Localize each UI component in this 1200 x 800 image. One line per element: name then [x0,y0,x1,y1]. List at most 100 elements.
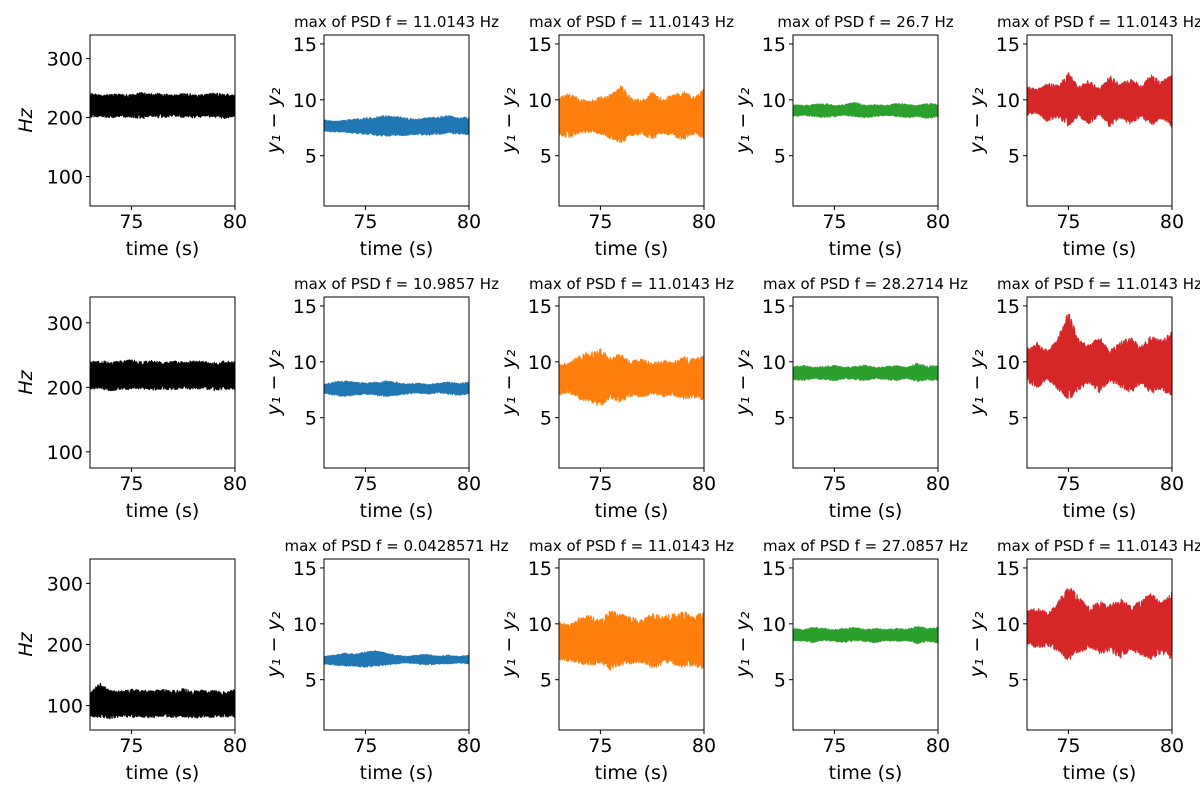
y-tick-label: 5 [774,670,786,692]
series-band [324,380,469,397]
plot-area [324,115,469,137]
subplot-title: max of PSD f = 11.0143 Hz [997,537,1200,555]
plot-area [793,626,938,644]
plot-area [324,380,469,397]
y-tick-label: 200 [47,108,83,130]
axes-frame [323,34,470,207]
subplot-title: max of PSD f = 11.0143 Hz [529,275,734,293]
subplot-r1-c4: 75 80 5 10 15 time (s) y₁ − y₂ max of PSD f = 1… [966,275,1200,522]
axes-frame [89,34,236,207]
plot-area [559,85,704,143]
x-tick-label: 80 [1160,473,1184,495]
y-tick-label: 10 [293,614,317,636]
subplot-r2-c2: 75 80 5 10 15 time (s) y₁ − y₂ max of PSD f = 1… [498,537,734,784]
series-band [793,626,938,644]
y-tick-label: 100 [47,696,83,718]
x-axis-label: time (s) [1063,500,1137,522]
y-tick-label: 5 [774,408,786,430]
y-tick-label: 15 [293,296,317,318]
series-band [1027,587,1172,660]
subplot-r2-c0: 75 80 100 200 300 time (s) Hz [15,558,247,784]
plot-area [1027,72,1172,129]
axes-frame [558,296,705,469]
axes-frame [558,34,705,207]
x-tick-label: 80 [926,473,950,495]
x-axis-label: time (s) [126,762,200,784]
series-band [1027,72,1172,129]
plot-area [1027,587,1172,660]
subplot-title: max of PSD f = 10.9857 Hz [294,275,499,293]
x-tick-label: 80 [692,473,716,495]
x-tick-label: 75 [822,211,846,233]
x-tick-label: 80 [1160,735,1184,757]
y-tick-label: 5 [774,146,786,168]
x-tick-label: 75 [1056,211,1080,233]
y-tick-label: 15 [528,34,552,56]
plot-area [559,348,704,406]
y-tick-label: 15 [762,34,786,56]
series-band [559,610,704,671]
y-tick-label: 15 [293,34,317,56]
y-tick-label: 300 [47,49,83,71]
y-tick-label: 10 [528,614,552,636]
x-tick-label: 75 [353,735,377,757]
axes-frame [792,558,939,731]
y-tick-label: 300 [47,313,83,335]
y-axis-label: y₁ − y₂ [966,349,988,416]
y-tick-label: 5 [1008,670,1020,692]
x-tick-label: 80 [457,473,481,495]
x-tick-label: 75 [822,473,846,495]
x-tick-label: 80 [926,735,950,757]
y-axis-label: y₁ − y₂ [263,349,285,416]
plot-area [793,362,938,383]
y-axis-label: y₁ − y₂ [732,611,754,678]
x-tick-label: 80 [223,735,247,757]
y-tick-label: 10 [996,352,1020,374]
plot-area [90,682,235,720]
y-axis-label: y₁ − y₂ [498,87,520,154]
y-tick-label: 5 [1008,408,1020,430]
y-tick-label: 10 [528,90,552,112]
x-tick-label: 75 [353,473,377,495]
axes-frame [558,558,705,731]
subplot-title: max of PSD f = 11.0143 Hz [997,275,1200,293]
x-axis-label: time (s) [360,500,434,522]
subplot-title: max of PSD f = 26.7 Hz [777,13,953,31]
series-band [90,91,235,120]
x-axis-label: time (s) [595,762,669,784]
subplot-title: max of PSD f = 0.0428571 Hz [285,537,509,555]
y-tick-label: 100 [47,167,83,189]
x-tick-label: 75 [588,473,612,495]
x-tick-label: 75 [588,211,612,233]
subplot-title: max of PSD f = 11.0143 Hz [529,13,734,31]
y-tick-label: 15 [762,296,786,318]
x-tick-label: 80 [223,473,247,495]
axes-frame [1026,296,1173,469]
x-axis-label: time (s) [829,500,903,522]
y-axis-label: y₁ − y₂ [732,87,754,154]
y-tick-label: 10 [762,90,786,112]
x-tick-label: 75 [822,735,846,757]
x-axis-label: time (s) [126,238,200,260]
y-axis-label: y₁ − y₂ [263,87,285,154]
subplot-title: max of PSD f = 11.0143 Hz [529,537,734,555]
x-tick-label: 75 [119,211,143,233]
subplot-title: max of PSD f = 11.0143 Hz [294,13,499,31]
x-tick-label: 75 [353,211,377,233]
subplot-r2-c3: 75 80 5 10 15 time (s) y₁ − y₂ max of PSD f = 2… [732,537,968,784]
subplot-r1-c0: 75 80 100 200 300 time (s) Hz [15,296,247,522]
x-tick-label: 75 [1056,735,1080,757]
axes-frame [1026,34,1173,207]
y-axis-label: y₁ − y₂ [263,611,285,678]
x-tick-label: 80 [692,735,716,757]
subplot-r0-c1: 75 80 5 10 15 time (s) y₁ − y₂ max of PSD f = 1… [263,13,499,260]
axes-frame [89,296,236,469]
x-axis-label: time (s) [829,238,903,260]
plot-area [1027,313,1172,399]
y-tick-label: 10 [293,352,317,374]
plot-area [90,359,235,392]
y-tick-label: 10 [996,614,1020,636]
series-band [793,101,938,119]
y-axis-label: y₁ − y₂ [732,349,754,416]
subplot-r1-c1: 75 80 5 10 15 time (s) y₁ − y₂ max of PSD f = 1… [263,275,499,522]
